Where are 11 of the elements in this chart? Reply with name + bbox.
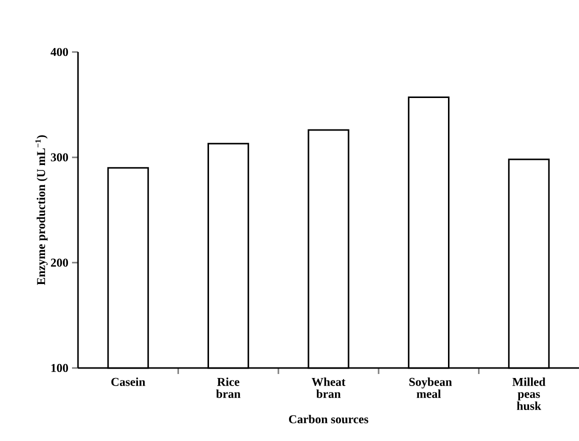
x-axis-title: Carbon sources xyxy=(289,414,368,424)
y-tick-label: 400 xyxy=(50,48,68,56)
y-tick-label: 300 xyxy=(50,153,68,162)
x-tick-label: Casein xyxy=(111,378,146,386)
x-tick-label: Soybean meal xyxy=(409,378,452,398)
y-axis-title: Enzyme production (U mL$^{−1}$) xyxy=(35,135,48,286)
x-tick-label: Milled peas husk xyxy=(512,378,546,410)
y-tick-label: 100 xyxy=(51,364,68,372)
x-tick-label: Rice bran xyxy=(216,378,240,398)
y-tick-label: 200 xyxy=(50,258,68,267)
x-tick-label: Wheat bran xyxy=(312,378,346,398)
